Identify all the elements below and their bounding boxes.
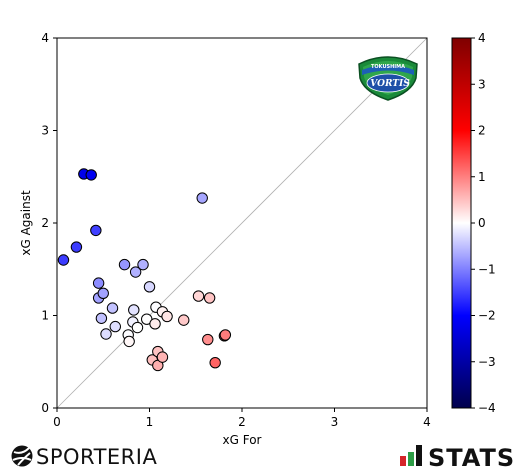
x-axis-title: xG For: [223, 433, 262, 447]
tokushima-vortis-emblem: TOKUSHIMA VORTIS: [358, 56, 418, 101]
scatter-point-1: [57, 254, 70, 266]
colorbar-tick-label-8: 4: [478, 31, 486, 45]
x-tick-label-1: 1: [146, 415, 154, 429]
x-tick-label-4: 4: [423, 415, 431, 429]
colorbar: [451, 37, 472, 409]
sporteria-logo-text: SPORTERIA: [36, 445, 157, 469]
scatter-point-35: [203, 292, 216, 304]
colorbar-tick-label-1: −3: [478, 355, 496, 369]
scatter-point-13: [118, 258, 131, 271]
y-tick-label-4: 4: [41, 31, 49, 45]
scatter-point-9: [95, 312, 108, 324]
emblem-big-text: VORTIS: [370, 79, 410, 89]
soccer-ball-icon: [11, 445, 33, 467]
x-tick-label-3: 3: [331, 415, 339, 429]
scatter-point-31: [178, 314, 190, 326]
scatter-point-34: [202, 333, 214, 346]
scatter-point-15: [123, 335, 135, 348]
colorbar-tick-label-2: −2: [478, 309, 496, 323]
x-tick-label-0: 0: [53, 415, 61, 429]
scatter-point-38: [219, 329, 232, 341]
scatter-point-19: [131, 321, 144, 334]
scatter-point-17: [128, 304, 140, 316]
scatter-point-24: [149, 318, 161, 330]
scatter-point-2: [70, 241, 83, 253]
diagonal-reference-line: [56, 37, 428, 409]
colorbar-tick-label-0: −4: [478, 401, 496, 415]
colorbar-tick-label-4: 0: [478, 216, 486, 230]
y-axis: 0 1 2 3 4: [41, 31, 57, 415]
x-tick-label-2: 2: [238, 415, 246, 429]
colorbar-tick-label-7: 3: [478, 77, 486, 91]
colorbar-tick-label-5: 1: [478, 170, 486, 184]
stats-logo-text: STATS: [428, 444, 515, 472]
sporteria-logo: SPORTERIA: [11, 445, 157, 469]
scatter-point-33: [196, 192, 208, 204]
colorbar-tick-label-6: 2: [478, 124, 486, 138]
scatter-point-4: [85, 169, 97, 181]
scatter-point-10: [100, 328, 112, 340]
scatter-point-30: [161, 310, 173, 323]
y-tick-label-1: 1: [41, 309, 49, 323]
y-tick-label-0: 0: [41, 401, 49, 415]
scatter-point-20: [137, 258, 149, 271]
scatter-point-22: [143, 281, 156, 293]
colorbar-axis: −4 −3 −2 −1 0 1 2 3 4: [471, 31, 496, 415]
scatter-points: [57, 168, 232, 372]
scatter-point-32: [192, 290, 205, 302]
scatter-point-6: [92, 277, 105, 289]
scatter-point-8: [97, 287, 109, 299]
colorbar-tick-label-3: −1: [478, 262, 496, 276]
emblem-small-text: TOKUSHIMA: [371, 64, 405, 70]
y-tick-label-3: 3: [41, 124, 49, 138]
stats-logo: STATS: [400, 444, 515, 472]
scatter-point-11: [106, 302, 119, 314]
y-tick-label-2: 2: [41, 216, 49, 230]
scatter-point-12: [109, 320, 121, 333]
y-axis-title: xG Against: [19, 190, 33, 256]
scatter-point-28: [156, 351, 169, 363]
scatter-point-18: [129, 266, 142, 278]
scatter-point-36: [209, 356, 221, 369]
stats-bars-icon: [400, 445, 422, 466]
scatter-point-5: [90, 224, 102, 237]
x-axis: 0 1 2 3 4: [53, 408, 431, 429]
